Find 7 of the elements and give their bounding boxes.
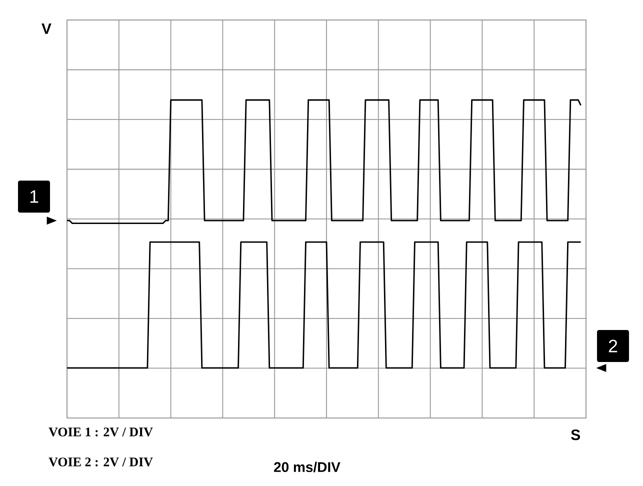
text: 20 ms/DIV xyxy=(274,462,340,472)
series-label: 1 xyxy=(30,190,38,203)
x-axis-title: S xyxy=(571,430,580,440)
text: 2 xyxy=(608,340,618,352)
text: VOIE 2 : 2V / DIV xyxy=(48,458,153,466)
y-axis-title: V xyxy=(42,24,52,34)
text: VOIE 1 : 2V / DIV xyxy=(48,428,153,436)
